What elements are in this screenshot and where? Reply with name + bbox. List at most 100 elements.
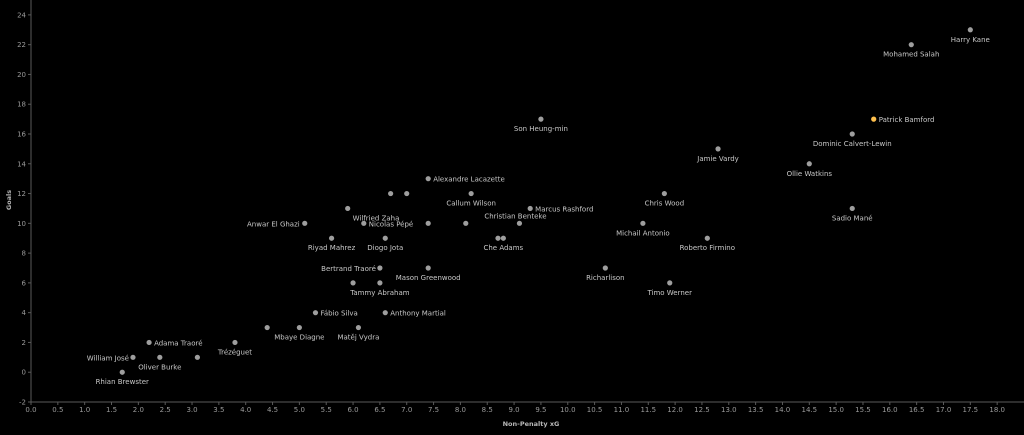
x-tick-label: 9.0 — [509, 406, 520, 414]
x-tick-label: 15.5 — [855, 406, 871, 414]
y-tick-label: 2 — [22, 339, 26, 347]
x-tick-label: 18.0 — [989, 406, 1005, 414]
y-tick-label: -2 — [19, 399, 26, 407]
point-label: Alexandre Lacazette — [433, 176, 505, 184]
point-label: Anwar El Ghazi — [247, 220, 300, 228]
point-label: Mason Greenwood — [396, 274, 461, 282]
point-label: Tammy Abraham — [349, 289, 410, 297]
x-tick-label: 11.0 — [614, 406, 630, 414]
point-label: Adama Traoré — [154, 339, 202, 347]
x-tick-label: 2.5 — [160, 406, 171, 414]
data-point — [602, 265, 608, 271]
x-tick-label: 14.5 — [802, 406, 818, 414]
point-label: Richarlison — [586, 274, 625, 282]
point-label: Rhian Brewster — [96, 378, 149, 386]
data-point — [377, 280, 383, 286]
data-point — [527, 205, 533, 212]
data-point — [425, 176, 431, 182]
point-label: Matěj Vydra — [337, 334, 379, 342]
data-point — [806, 161, 812, 167]
data-point — [640, 220, 646, 226]
data-point — [425, 220, 431, 226]
data-point — [388, 190, 394, 197]
point-labels: Harry Kane Mohamed Salah Patrick Bamford Do… — [87, 36, 990, 386]
x-tick-label: 0.0 — [25, 406, 36, 414]
point-label: Wilfried Zaha — [353, 214, 400, 222]
data-point — [849, 205, 855, 212]
data-point — [500, 235, 506, 241]
data-points — [119, 27, 973, 375]
x-tick-label: 8.5 — [482, 406, 493, 414]
x-tick-label: 1.5 — [106, 406, 117, 414]
data-point — [468, 190, 474, 197]
data-point — [404, 190, 410, 197]
data-point — [967, 27, 973, 33]
x-tick-label: 3.0 — [186, 406, 197, 414]
point-label: Chris Wood — [645, 200, 685, 208]
y-axis-title: Goals — [5, 190, 13, 210]
x-tick-label: 0.5 — [52, 406, 63, 414]
x-tick-label: 13.0 — [721, 406, 737, 414]
data-point — [350, 280, 356, 286]
point-label: Patrick Bamford — [879, 116, 935, 124]
x-tick-label: 11.5 — [640, 406, 656, 414]
y-tick-label: 6 — [22, 279, 27, 287]
point-label: Nicolas Pépé — [369, 220, 413, 228]
highlighted-data-point — [871, 116, 877, 122]
data-point — [130, 354, 136, 360]
y-tick-label: 10 — [17, 220, 26, 228]
point-label: Bertrand Traoré — [321, 265, 376, 273]
data-point — [264, 324, 270, 331]
y-tick-label: 24 — [17, 11, 26, 19]
point-label: William José — [87, 354, 129, 362]
y-tick-label: 14 — [17, 160, 26, 168]
data-point — [908, 42, 914, 48]
data-point — [377, 265, 383, 271]
data-point — [232, 339, 238, 346]
point-label: Anthony Martial — [390, 310, 446, 318]
data-point — [355, 324, 362, 331]
data-point — [495, 235, 501, 241]
point-label: Roberto Firmino — [680, 244, 735, 252]
x-tick-label: 16.0 — [882, 406, 898, 414]
x-tick-label: 17.5 — [963, 406, 979, 414]
data-point — [119, 369, 125, 375]
point-label: Oliver Burke — [138, 363, 181, 371]
data-point — [345, 205, 351, 212]
x-tick-label: 7.5 — [428, 406, 439, 414]
y-tick-label: 22 — [17, 41, 26, 49]
point-label: Michail Antonio — [616, 229, 670, 237]
x-tick-label: 12.0 — [667, 406, 683, 414]
point-label: Mohamed Salah — [883, 51, 939, 59]
y-tick-label: 18 — [17, 101, 26, 109]
y-tick-label: 20 — [17, 71, 26, 79]
data-point — [463, 220, 469, 226]
data-point — [516, 220, 523, 226]
x-tick-label: 17.0 — [936, 406, 952, 414]
x-tick-label: 10.5 — [587, 406, 603, 414]
x-tick-label: 16.5 — [909, 406, 925, 414]
data-point — [312, 310, 319, 316]
data-point — [538, 116, 544, 122]
data-point — [704, 235, 710, 241]
x-tick-label: 10.0 — [560, 406, 576, 414]
point-label: Sadio Mané — [832, 214, 873, 222]
point-label: Christian Benteke — [484, 212, 546, 220]
x-tick-label: 6.0 — [347, 406, 358, 414]
data-point — [425, 265, 431, 271]
axes: 0.0 0.5 1.0 1.5 2.0 2.5 3.0 3.5 4.0 4.5 5.0 5.5 6.0 6… — [17, 0, 1024, 414]
y-tick-label: 4 — [22, 309, 27, 317]
point-label: Diogo Jota — [367, 244, 403, 252]
y-tick-label: 12 — [17, 190, 26, 198]
x-tick-label: 7.0 — [401, 406, 412, 414]
point-label: Che Adams — [483, 244, 523, 252]
x-tick-label: 2.0 — [133, 406, 144, 414]
point-label: Fábio Silva — [320, 310, 357, 318]
x-tick-label: 5.0 — [294, 406, 305, 414]
y-tick-label: 16 — [17, 131, 26, 139]
x-tick-label: 15.0 — [828, 406, 844, 414]
x-tick-label: 14.0 — [775, 406, 791, 414]
x-tick-label: 1.0 — [79, 406, 90, 414]
x-tick-label: 4.5 — [267, 406, 278, 414]
